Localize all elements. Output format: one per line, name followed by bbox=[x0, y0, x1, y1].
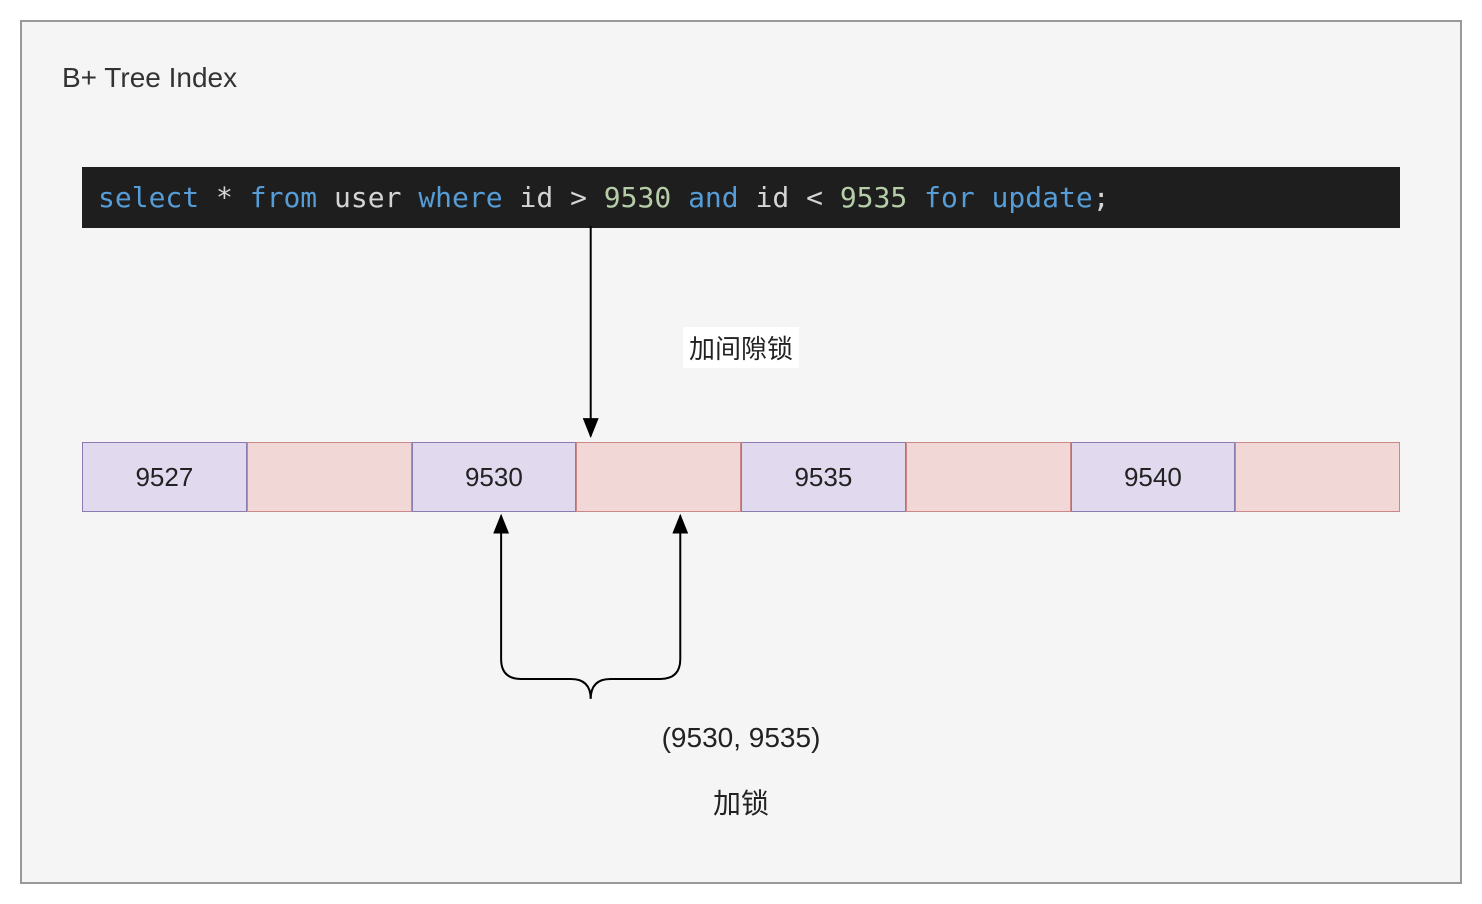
sql-token bbox=[671, 181, 688, 214]
leaf-gap-cell bbox=[1235, 442, 1400, 512]
leaf-gap-cell bbox=[247, 442, 412, 512]
sql-statement: select * from user where id > 9530 and i… bbox=[82, 167, 1400, 228]
leaf-key-cell: 9530 bbox=[412, 442, 577, 512]
leaf-node-row: 9527 9530 9535 9540 bbox=[82, 442, 1400, 512]
sql-token: from bbox=[250, 181, 317, 214]
gap-lock-label: 加间隙锁 bbox=[683, 327, 799, 368]
sql-token: id bbox=[503, 181, 570, 214]
range-label: (9530, 9535) bbox=[662, 722, 821, 754]
sql-token: > bbox=[570, 181, 604, 214]
sql-token: 9535 bbox=[840, 181, 907, 214]
sql-token bbox=[907, 181, 924, 214]
sql-token: 9530 bbox=[604, 181, 671, 214]
sql-token: update bbox=[992, 181, 1093, 214]
sql-token: < bbox=[806, 181, 840, 214]
leaf-gap-cell bbox=[906, 442, 1071, 512]
sql-token: where bbox=[418, 181, 502, 214]
sql-token: id bbox=[739, 181, 806, 214]
sql-token: and bbox=[688, 181, 739, 214]
sql-token: * bbox=[199, 181, 250, 214]
leaf-key-cell: 9535 bbox=[741, 442, 906, 512]
lock-label: 加锁 bbox=[713, 782, 769, 822]
leaf-key-cell: 9540 bbox=[1071, 442, 1236, 512]
sql-token: for bbox=[924, 181, 975, 214]
sql-token bbox=[975, 181, 992, 214]
sql-token: ; bbox=[1093, 181, 1110, 214]
sql-token: select bbox=[98, 181, 199, 214]
diagram-title: B+ Tree Index bbox=[62, 62, 237, 94]
leaf-gap-cell bbox=[576, 442, 741, 512]
sql-token: user bbox=[317, 181, 418, 214]
leaf-key-cell: 9527 bbox=[82, 442, 247, 512]
bracket-curve bbox=[501, 659, 680, 699]
diagram-frame: B+ Tree Index select * from user where i… bbox=[20, 20, 1462, 884]
